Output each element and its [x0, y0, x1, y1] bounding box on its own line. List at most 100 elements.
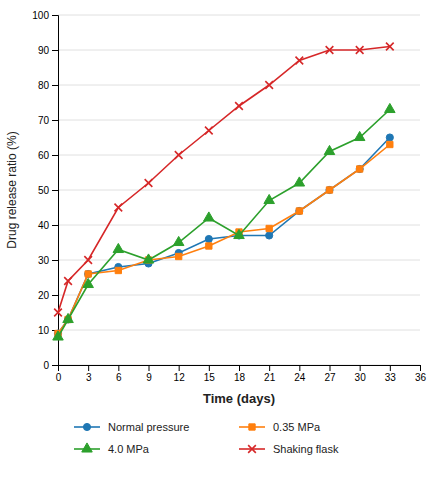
tick: 70 [38, 115, 58, 126]
data-point [63, 313, 74, 322]
tick-mark [52, 15, 58, 16]
tick-mark [209, 365, 210, 371]
tick-mark [239, 365, 240, 371]
data-point [266, 232, 273, 239]
grid [58, 15, 420, 365]
data-point [85, 270, 92, 277]
tick-label: 12 [174, 372, 186, 383]
tick-mark [330, 365, 331, 371]
tick: 36 [415, 365, 427, 383]
grid-line [58, 225, 420, 226]
data-point [115, 267, 121, 273]
plot-area: 0369121518212427303336010203040506070809… [5, 10, 426, 406]
data-point [357, 166, 363, 172]
data-point [326, 46, 334, 54]
data-point [356, 46, 364, 54]
tick-mark [420, 365, 421, 371]
data-point [356, 165, 363, 172]
marks [53, 43, 395, 340]
tick: 0 [56, 365, 62, 383]
grid-line [58, 15, 420, 16]
tick-mark [52, 225, 58, 226]
y-axis-title: Drug release ratio (%) [5, 131, 19, 248]
tick-label: 0 [43, 360, 49, 371]
data-point [324, 145, 335, 154]
data-point [326, 187, 332, 193]
grid-line [58, 260, 420, 261]
tick-label: 50 [38, 185, 50, 196]
legend-marker [249, 424, 255, 430]
tick-label: 36 [415, 372, 427, 383]
grid-line [58, 330, 420, 331]
data-point [115, 204, 123, 212]
tick-label: 3 [86, 372, 92, 383]
data-point [385, 103, 396, 112]
tick-label: 100 [32, 10, 49, 21]
tick: 6 [116, 365, 122, 383]
tick: 30 [38, 255, 58, 266]
data-point [235, 102, 243, 110]
tick: 0 [43, 360, 58, 371]
tick-label: 60 [38, 150, 50, 161]
tick-label: 21 [264, 372, 276, 383]
data-point [85, 271, 91, 277]
legend-marker [248, 445, 256, 453]
x-axis: 0369121518212427303336 [56, 365, 427, 383]
tick-label: 30 [355, 372, 367, 383]
tick: 100 [32, 10, 58, 21]
legend-entry: Shaking flask [239, 443, 339, 455]
tick-mark [88, 365, 89, 371]
series [54, 134, 393, 337]
series [55, 141, 393, 336]
data-point [84, 256, 92, 264]
grid-line [58, 190, 420, 191]
data-point [234, 229, 245, 238]
tick-label: 10 [38, 325, 50, 336]
tick: 33 [385, 365, 397, 383]
series-line [58, 110, 390, 338]
legend-entry: 4.0 MPa [74, 443, 150, 455]
tick-mark [52, 190, 58, 191]
data-point [387, 141, 393, 147]
tick: 20 [38, 290, 58, 301]
tick-label: 15 [204, 372, 216, 383]
tick-mark [179, 365, 180, 371]
data-point [326, 186, 333, 193]
tick-mark [299, 365, 300, 371]
tick-mark [52, 50, 58, 51]
tick-mark [118, 365, 119, 371]
data-point [173, 236, 184, 245]
tick-mark [390, 365, 391, 371]
data-point [296, 207, 303, 214]
tick: 50 [38, 185, 58, 196]
tick-mark [360, 365, 361, 371]
axis-line [59, 366, 421, 372]
tick: 90 [38, 45, 58, 56]
tick-label: 33 [385, 372, 397, 383]
data-point [266, 225, 272, 231]
legend: Normal pressure0.35 MPa4.0 MPaShaking fl… [74, 421, 339, 455]
data-point [113, 243, 124, 252]
data-point [64, 277, 72, 285]
data-point [265, 81, 273, 89]
tick-label: 30 [38, 255, 50, 266]
data-point [386, 43, 394, 51]
data-point [296, 57, 304, 65]
legend-marker [82, 443, 93, 452]
tick: 30 [355, 365, 367, 383]
tick-mark [52, 365, 58, 366]
tick-label: 70 [38, 115, 50, 126]
data-point [354, 131, 365, 140]
legend-label: 0.35 MPa [273, 421, 321, 433]
legend-label: 4.0 MPa [108, 443, 150, 455]
tick-mark [52, 260, 58, 261]
x-axis-title: Time (days) [203, 391, 275, 406]
data-point [53, 331, 64, 340]
grid-line [58, 85, 420, 86]
grid-line [58, 155, 420, 156]
tick-mark [52, 155, 58, 156]
tick: 60 [38, 150, 58, 161]
legend-marker [83, 423, 90, 430]
series [54, 43, 393, 317]
series-line [58, 47, 390, 313]
